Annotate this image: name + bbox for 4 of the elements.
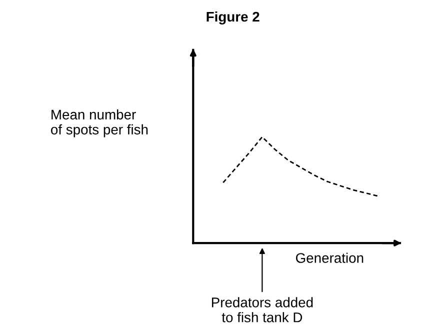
text: Predators added to fish tank D (212, 297, 313, 322)
x-axis-title: Generation (296, 252, 364, 263)
chart-title: Figure 2 (206, 11, 260, 24)
y-axis-title: Mean number of spots per fish (51, 109, 148, 138)
